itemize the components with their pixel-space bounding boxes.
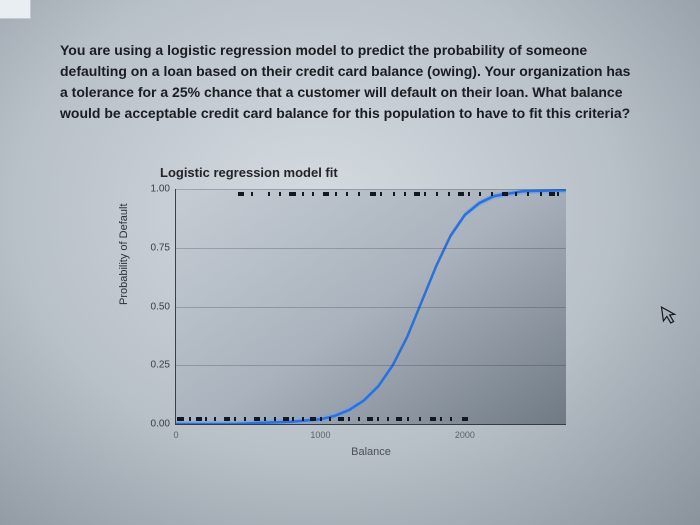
y-tick-label: 1.00 (140, 184, 170, 195)
gridline (176, 248, 566, 249)
gridline (176, 424, 566, 425)
cursor-icon (660, 304, 679, 331)
rug-default-1 (176, 191, 566, 197)
question-block: You are using a logistic regression mode… (60, 40, 640, 124)
chart-title: Logistic regression model fit (160, 165, 600, 180)
rug-default-0 (176, 416, 566, 422)
y-tick-label: 0.50 (140, 301, 170, 312)
gridline (176, 307, 566, 308)
y-tick-label: 0.25 (140, 360, 170, 371)
gridline (176, 189, 566, 190)
x-tick-label: 1000 (310, 430, 330, 440)
x-tick-label: 2000 (455, 430, 475, 440)
screenshot-surface: You are using a logistic regression mode… (0, 0, 700, 525)
plot-area: Balance 010002000 (175, 189, 566, 425)
window-fragment (0, 0, 31, 19)
y-axis-label: Probability of Default (118, 204, 130, 306)
y-tick-label: 0.75 (140, 242, 170, 253)
x-axis-label: Balance (351, 446, 391, 458)
chart-container: Logistic regression model fit Probabilit… (100, 165, 600, 485)
y-tick-label: 0.00 (140, 419, 170, 430)
x-tick-label: 0 (173, 430, 178, 440)
question-text: You are using a logistic regression mode… (60, 40, 640, 124)
gridline (176, 365, 566, 366)
